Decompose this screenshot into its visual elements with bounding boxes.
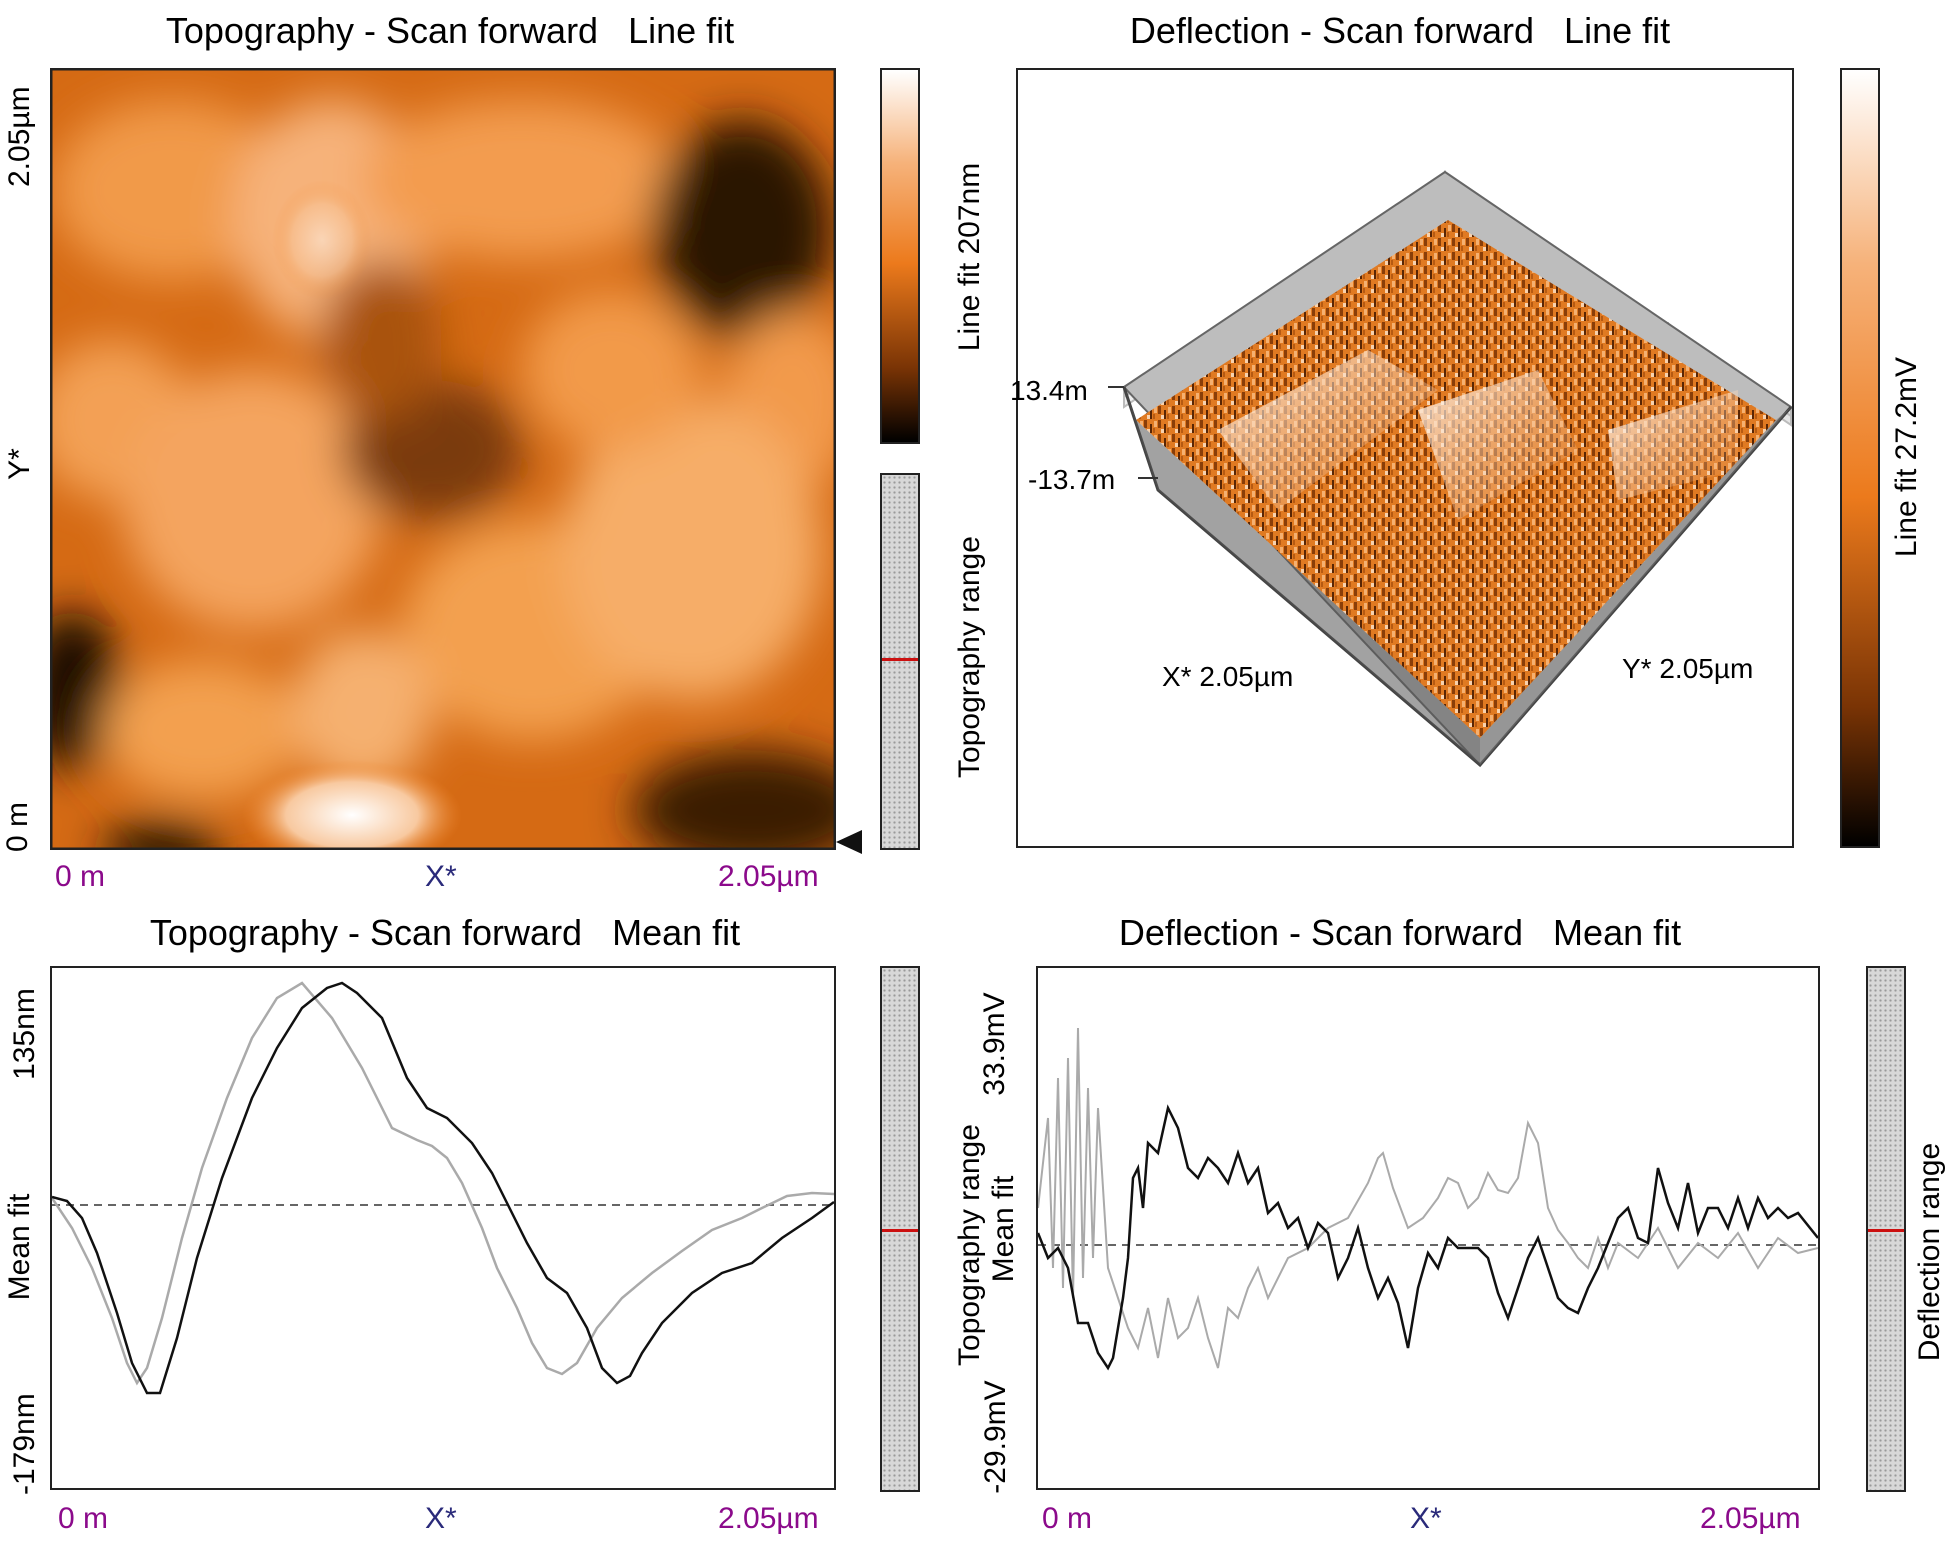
deflection-profile-title: Deflection - Scan forward Mean fit bbox=[1118, 912, 1682, 953]
scan-line-pointer-icon[interactable] bbox=[836, 830, 862, 854]
topography-colorbar-label: Line fit 207nm bbox=[953, 162, 986, 352]
topography-image-y-axis-label: Y* bbox=[3, 448, 36, 480]
deflection-profile-trace-forward bbox=[1038, 1104, 1818, 1371]
topography-profile-x-right: 2.05µm bbox=[718, 1502, 819, 1535]
deflection-profile-plot[interactable] bbox=[1036, 966, 1820, 1490]
deflection-profile-y-axis-label: Mean fit bbox=[987, 1175, 1020, 1283]
topography-image-x-axis-label: X* bbox=[425, 860, 457, 893]
deflection-profile-range-label: Deflection range bbox=[1913, 1142, 1946, 1362]
topography-profile-plot[interactable] bbox=[50, 966, 836, 1490]
deflection-profile-x-left: 0 m bbox=[1042, 1502, 1093, 1535]
topography-profile-range-slider[interactable] bbox=[880, 966, 920, 1492]
topography-profile-x-axis-label: X* bbox=[425, 1502, 457, 1535]
deflection-profile-x-right: 2.05µm bbox=[1700, 1502, 1801, 1535]
deflection-3d-z-bottom: -13.7m bbox=[1028, 464, 1116, 495]
topography-image-x-left: 0 m bbox=[55, 860, 106, 893]
topography-range-slider[interactable] bbox=[880, 473, 920, 850]
deflection-profile-range-marker[interactable] bbox=[1868, 1229, 1904, 1232]
topography-profile-x-left: 0 m bbox=[58, 1502, 109, 1535]
topography-profile-range-marker[interactable] bbox=[882, 1229, 918, 1232]
topography-image-y-top: 2.05µm bbox=[3, 86, 36, 187]
topography-image-y-bottom: 0 m bbox=[1, 802, 34, 853]
deflection-profile-y-top: 33.9mV bbox=[978, 992, 1011, 1096]
topography-profile-y-bottom: -179nm bbox=[8, 1393, 41, 1495]
deflection-colorbar-label: Line fit 27.2mV bbox=[1890, 356, 1923, 558]
deflection-3d-title: Deflection - Scan forward Line fit bbox=[1129, 10, 1671, 51]
deflection-3d-z-top: 13.4m bbox=[1010, 375, 1088, 406]
topography-image-title: Topography - Scan forward Line fit bbox=[165, 10, 735, 51]
topography-profile-y-top: 135nm bbox=[8, 988, 41, 1080]
deflection-colorbar bbox=[1840, 68, 1880, 848]
topography-image-x-right: 2.05µm bbox=[718, 860, 819, 893]
deflection-3d-y-axis-label: Y* 2.05µm bbox=[1622, 653, 1754, 684]
deflection-3d-view[interactable] bbox=[1016, 68, 1794, 848]
topography-profile-trace-forward bbox=[52, 981, 834, 1395]
topography-range-label: Topography range bbox=[953, 536, 986, 778]
topography-profile-y-axis-label: Mean fit bbox=[3, 1193, 36, 1301]
topography-colorbar bbox=[880, 68, 920, 444]
deflection-profile-range-slider[interactable] bbox=[1866, 966, 1906, 1492]
deflection-profile-x-axis-label: X* bbox=[1410, 1502, 1442, 1535]
topography-profile-range-label: Topography range bbox=[953, 1124, 986, 1366]
topography-profile-trace-backward bbox=[52, 981, 834, 1386]
deflection-profile-y-bottom: -29.9mV bbox=[979, 1380, 1012, 1494]
deflection-3d-x-axis-label: X* 2.05µm bbox=[1162, 661, 1294, 692]
topography-profile-title: Topography - Scan forward Mean fit bbox=[149, 912, 741, 953]
deflection-profile-trace-backward bbox=[1038, 1027, 1818, 1369]
topography-image[interactable] bbox=[50, 68, 836, 850]
topography-range-marker[interactable] bbox=[882, 657, 918, 661]
